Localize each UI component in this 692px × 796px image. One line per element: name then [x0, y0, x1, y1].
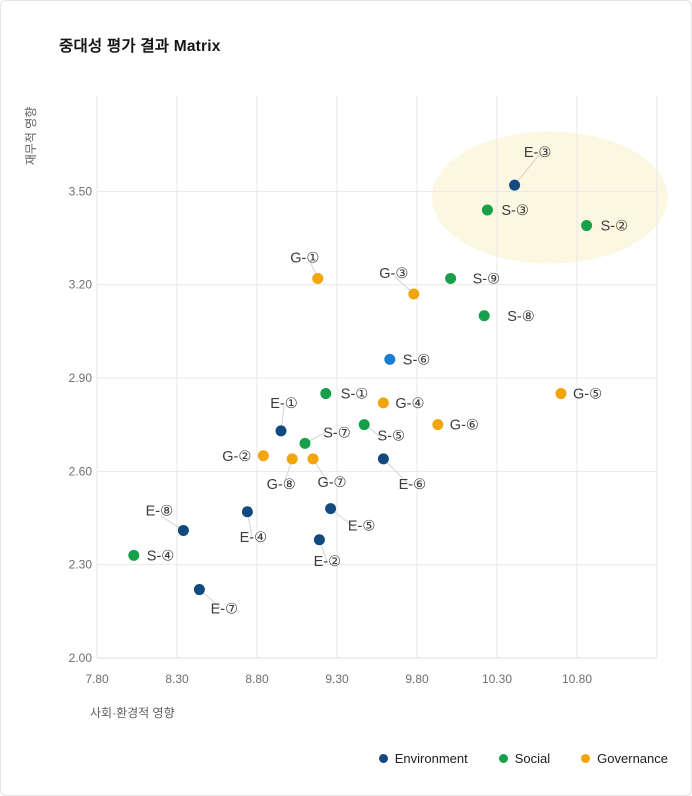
data-point-G-③[interactable]: [408, 288, 420, 300]
legend-label-environment: Environment: [394, 751, 468, 766]
label-connector: [514, 151, 543, 186]
x-tick-label-2: 8.80: [245, 672, 269, 686]
data-point-E-⑦[interactable]: [193, 584, 205, 596]
data-point-E-①[interactable]: [275, 425, 287, 437]
point-label-S-⑨: S-⑨: [473, 271, 501, 287]
data-point-G-⑧[interactable]: [286, 453, 298, 465]
point-label-G-⑦: G-⑦: [317, 475, 346, 491]
point-label-S-⑦: S-⑦: [323, 425, 351, 441]
y-axis-title: 재무적 영향: [24, 107, 38, 166]
legend-item-environment[interactable]: Environment: [378, 751, 468, 766]
point-label-G-③: G-③: [379, 266, 408, 282]
data-point-S-⑤[interactable]: [358, 419, 370, 431]
data-point-S-③[interactable]: [481, 204, 493, 216]
label-connector: [383, 458, 410, 485]
chart-title: 중대성 평가 결과 Matrix: [59, 38, 221, 55]
data-point-E-②[interactable]: [313, 534, 325, 546]
y-tick-label-3: 2.90: [69, 371, 93, 385]
governance-legend-dot-icon: [581, 754, 591, 763]
legend-label-social: Social: [514, 751, 551, 766]
data-point-S-⑦[interactable]: [299, 437, 311, 449]
point-label-E-⑤: E-⑤: [348, 519, 376, 535]
y-tick-label-2: 2.60: [69, 464, 93, 478]
point-label-S-⑥: S-⑥: [403, 352, 431, 368]
data-point-S-⑨[interactable]: [445, 272, 457, 284]
point-label-S-⑤: S-⑤: [377, 429, 405, 445]
social-legend-dot-icon: [498, 754, 508, 763]
data-point-G-②[interactable]: [257, 450, 269, 462]
environment-legend-dot-icon: [378, 754, 388, 763]
data-point-G-⑥[interactable]: [432, 419, 444, 431]
y-tick-label-1: 2.30: [69, 558, 93, 572]
x-tick-label-6: 10.80: [562, 672, 592, 686]
point-label-S-③: S-③: [501, 203, 529, 219]
data-point-S-⑥[interactable]: [384, 353, 396, 365]
data-point-G-①[interactable]: [312, 272, 324, 284]
x-axis-title: 사회·환경적 영향: [90, 706, 175, 720]
data-point-E-⑧[interactable]: [177, 524, 189, 536]
data-point-G-④[interactable]: [377, 397, 389, 409]
materiality-scatter-chart: 7.80 8.30 8.80 9.30 9.80 10.30 10.80 2.00 2.30 2.…: [24, 96, 668, 720]
x-tick-label-0: 7.80: [85, 672, 109, 686]
x-tick-label-1: 8.30: [165, 672, 189, 686]
point-label-E-②: E-②: [314, 554, 342, 570]
data-point-G-⑤[interactable]: [555, 388, 567, 400]
data-point-E-⑤[interactable]: [325, 503, 337, 515]
point-label-E-⑦: E-⑦: [211, 602, 239, 618]
legend-item-governance[interactable]: Governance: [581, 751, 668, 766]
data-point-G-⑦[interactable]: [307, 453, 319, 465]
legend-item-social[interactable]: Social: [498, 751, 551, 766]
data-point-E-④[interactable]: [241, 506, 253, 518]
point-label-G-④: G-④: [395, 396, 424, 412]
point-label-E-⑧: E-⑧: [146, 503, 174, 519]
point-label-G-①: G-①: [290, 250, 319, 266]
data-point-S-④[interactable]: [128, 549, 140, 561]
point-label-E-③: E-③: [524, 145, 552, 161]
point-label-E-④: E-④: [240, 530, 268, 546]
point-label-G-⑥: G-⑥: [450, 418, 479, 434]
point-label-G-②: G-②: [222, 449, 251, 465]
y-tick-label-0: 2.00: [69, 651, 93, 665]
legend-label-governance: Governance: [597, 751, 668, 766]
data-point-S-①[interactable]: [320, 388, 332, 400]
highlight-ellipse: [431, 131, 668, 264]
data-point-E-⑥[interactable]: [377, 453, 389, 465]
point-label-E-⑥: E-⑥: [399, 477, 427, 493]
point-label-G-⑧: G-⑧: [267, 477, 296, 493]
data-point-E-③[interactable]: [509, 179, 521, 191]
y-tick-label-4: 3.20: [69, 278, 93, 292]
x-tick-label-5: 10.30: [482, 672, 512, 686]
chart-legend: Environment Social Governance: [378, 751, 668, 766]
point-label-S-⑧: S-⑧: [507, 309, 535, 325]
point-label-S-①: S-①: [341, 387, 369, 403]
data-point-S-⑧[interactable]: [478, 310, 490, 322]
point-label-G-⑤: G-⑤: [573, 387, 602, 403]
point-label-E-①: E-①: [270, 396, 298, 412]
y-tick-label-5: 3.50: [69, 184, 93, 198]
x-tick-label-3: 9.30: [325, 672, 349, 686]
data-point-S-②[interactable]: [581, 220, 593, 232]
point-label-S-④: S-④: [147, 548, 175, 564]
x-tick-label-4: 9.80: [405, 672, 429, 686]
point-label-S-②: S-②: [601, 219, 629, 235]
